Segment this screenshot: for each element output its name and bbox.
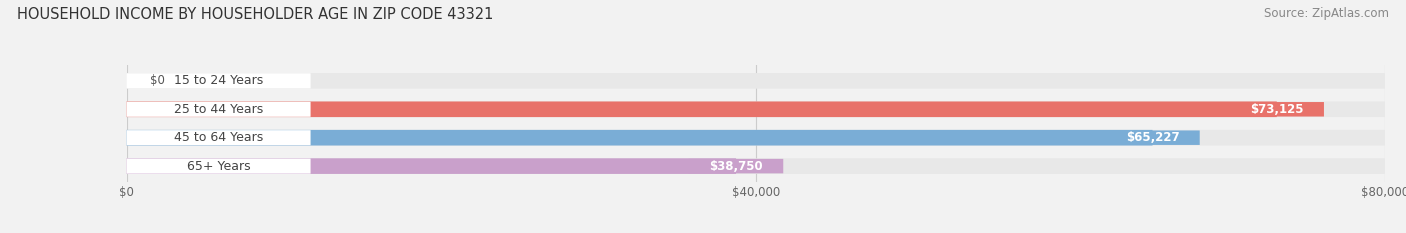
FancyBboxPatch shape (1230, 102, 1324, 116)
FancyBboxPatch shape (127, 102, 311, 117)
FancyBboxPatch shape (127, 73, 1385, 89)
FancyBboxPatch shape (1105, 130, 1199, 145)
Text: $38,750: $38,750 (709, 160, 763, 173)
FancyBboxPatch shape (127, 130, 1385, 146)
Text: $65,227: $65,227 (1126, 131, 1180, 144)
FancyBboxPatch shape (127, 158, 1385, 174)
Text: $0: $0 (150, 74, 165, 87)
Text: Source: ZipAtlas.com: Source: ZipAtlas.com (1264, 7, 1389, 20)
Text: $73,125: $73,125 (1250, 103, 1303, 116)
FancyBboxPatch shape (127, 101, 1277, 117)
Text: HOUSEHOLD INCOME BY HOUSEHOLDER AGE IN ZIP CODE 43321: HOUSEHOLD INCOME BY HOUSEHOLDER AGE IN Z… (17, 7, 494, 22)
FancyBboxPatch shape (127, 159, 311, 174)
Text: 25 to 44 Years: 25 to 44 Years (174, 103, 263, 116)
FancyBboxPatch shape (689, 159, 783, 173)
Text: 45 to 64 Years: 45 to 64 Years (174, 131, 263, 144)
FancyBboxPatch shape (127, 158, 737, 174)
FancyBboxPatch shape (127, 130, 1153, 146)
FancyBboxPatch shape (127, 73, 311, 88)
FancyBboxPatch shape (127, 130, 311, 145)
Text: 65+ Years: 65+ Years (187, 160, 250, 173)
FancyBboxPatch shape (127, 101, 1385, 117)
Text: 15 to 24 Years: 15 to 24 Years (174, 74, 263, 87)
